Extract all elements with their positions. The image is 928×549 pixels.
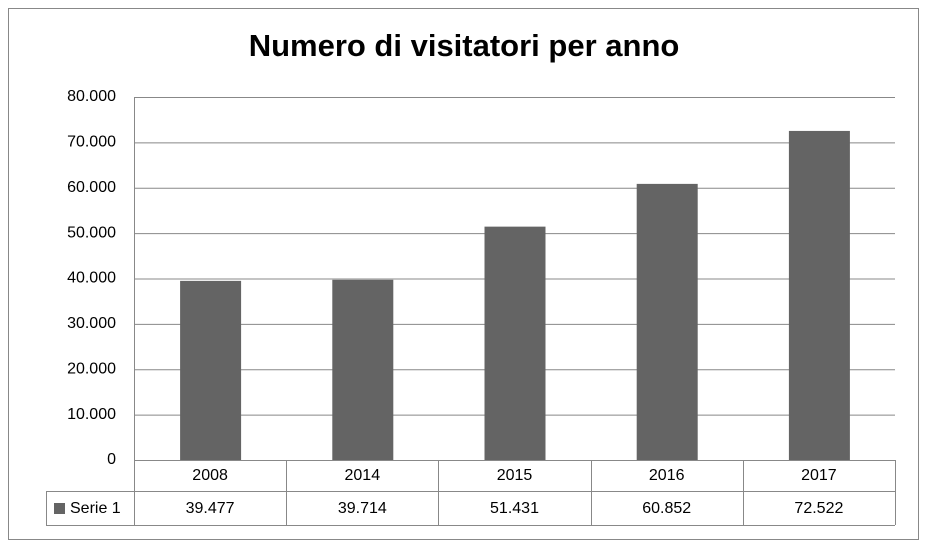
bar (636, 183, 698, 461)
legend-label: Serie 1 (70, 500, 121, 517)
x-tick-label: 2016 (649, 467, 685, 484)
data-table-value: 39.477 (186, 500, 235, 517)
y-tick-label: 80.000 (67, 88, 116, 105)
chart-border (8, 8, 919, 540)
legend-swatch (54, 503, 65, 514)
bar (484, 226, 546, 460)
data-table-value: 51.431 (490, 500, 539, 517)
y-tick-label: 20.000 (67, 360, 116, 377)
y-tick-label: 50.000 (67, 224, 116, 241)
x-tick-label: 2008 (192, 467, 228, 484)
x-tick-label: 2015 (497, 467, 533, 484)
y-tick-label: 10.000 (67, 406, 116, 423)
data-table-value: 60.852 (642, 500, 691, 517)
y-tick-label: 30.000 (67, 315, 116, 332)
data-table-value: 39.714 (338, 500, 387, 517)
x-tick-label: 2017 (801, 467, 837, 484)
chart-title: Numero di visitatori per anno (249, 28, 680, 63)
x-tick-label: 2014 (345, 467, 381, 484)
bar (332, 279, 394, 460)
bar (788, 130, 850, 460)
y-tick-label: 0 (107, 451, 116, 468)
y-tick-label: 40.000 (67, 270, 116, 287)
bar (180, 280, 242, 460)
y-tick-label: 70.000 (67, 134, 116, 151)
data-table-value: 72.522 (794, 500, 843, 517)
y-tick-label: 60.000 (67, 179, 116, 196)
